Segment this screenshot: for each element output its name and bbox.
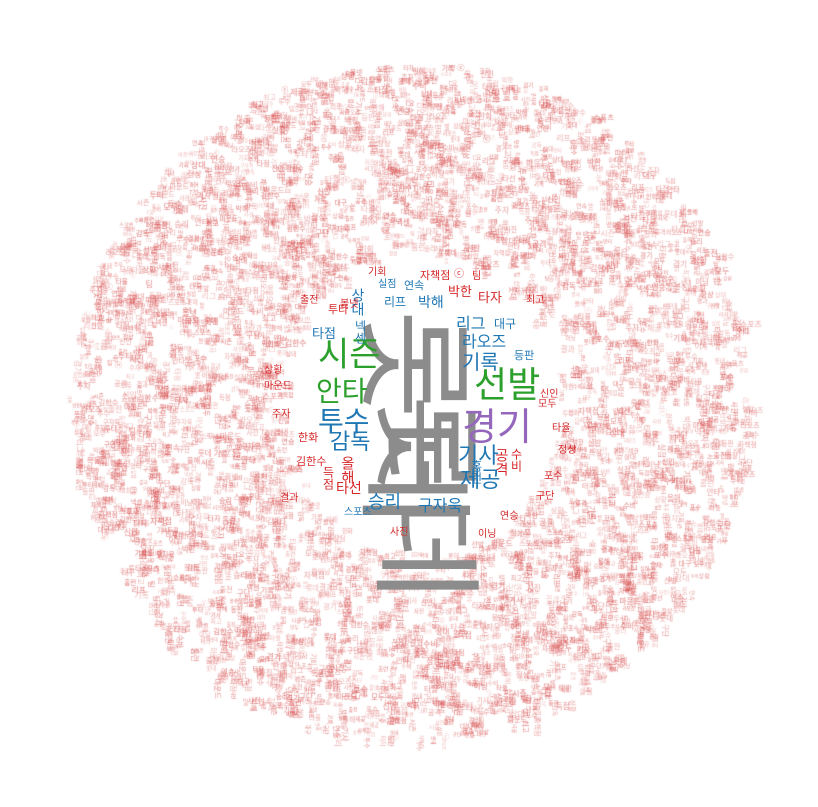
word: 리프 xyxy=(384,295,407,309)
word: 등판 xyxy=(514,349,535,362)
word: 대구 xyxy=(494,317,517,331)
word: 시즌 xyxy=(318,335,381,375)
word: 감독 xyxy=(330,430,371,455)
word: 모두 xyxy=(538,399,557,410)
word: 김한수 xyxy=(296,455,327,468)
word: 이닝 xyxy=(478,529,497,540)
word: 타선 xyxy=(336,481,362,497)
word: 올해 xyxy=(339,456,355,484)
word: 공격 xyxy=(493,448,509,476)
word: 상황 xyxy=(264,365,283,376)
word: 팀 xyxy=(472,271,482,282)
word: 볼넷 xyxy=(340,299,359,310)
word: 상대 xyxy=(349,288,365,316)
word: 기록 xyxy=(462,350,499,374)
word: 주자 xyxy=(272,409,291,420)
word: 연승 xyxy=(500,511,519,522)
word: 신인 xyxy=(540,389,559,400)
word: 구자욱 xyxy=(418,496,463,515)
word: 경기 xyxy=(462,405,532,449)
word: 연속 xyxy=(404,279,425,292)
word: 스포츠 xyxy=(344,507,372,518)
word: 한화 xyxy=(298,431,319,444)
word: ⓒ xyxy=(454,269,464,280)
word: 정상 xyxy=(558,445,577,456)
word: 제공 xyxy=(460,468,501,493)
word: 박한 xyxy=(448,285,472,300)
word: 선발 xyxy=(474,365,541,406)
word: 최고 xyxy=(526,295,545,306)
word: 결과 xyxy=(280,493,299,504)
word: 라오즈 xyxy=(462,332,507,351)
word: 포수 xyxy=(544,471,563,482)
word: 투수 xyxy=(318,405,370,438)
word: 득점 xyxy=(321,466,335,490)
word: 자책점 xyxy=(420,269,451,282)
word: 기회 xyxy=(368,267,387,278)
word: 구단 xyxy=(536,491,555,502)
word: 타자 xyxy=(478,291,502,306)
word: 리그 xyxy=(456,314,486,333)
word: 안타 xyxy=(316,375,368,408)
word: 출전 xyxy=(300,295,319,306)
word: 타율 xyxy=(552,423,571,434)
word: 실점 xyxy=(378,279,397,290)
word: 홈런 xyxy=(469,460,483,484)
word: 승리 xyxy=(368,492,402,513)
word: 수비 xyxy=(509,448,523,472)
word: 넥센 xyxy=(353,320,367,344)
word: 마운드 xyxy=(264,381,292,392)
word: 투타 xyxy=(328,303,349,316)
word: 박해 xyxy=(418,295,444,311)
word: 사진 xyxy=(390,527,409,538)
word: 기사 xyxy=(458,444,499,469)
word: 타점 xyxy=(312,327,336,342)
